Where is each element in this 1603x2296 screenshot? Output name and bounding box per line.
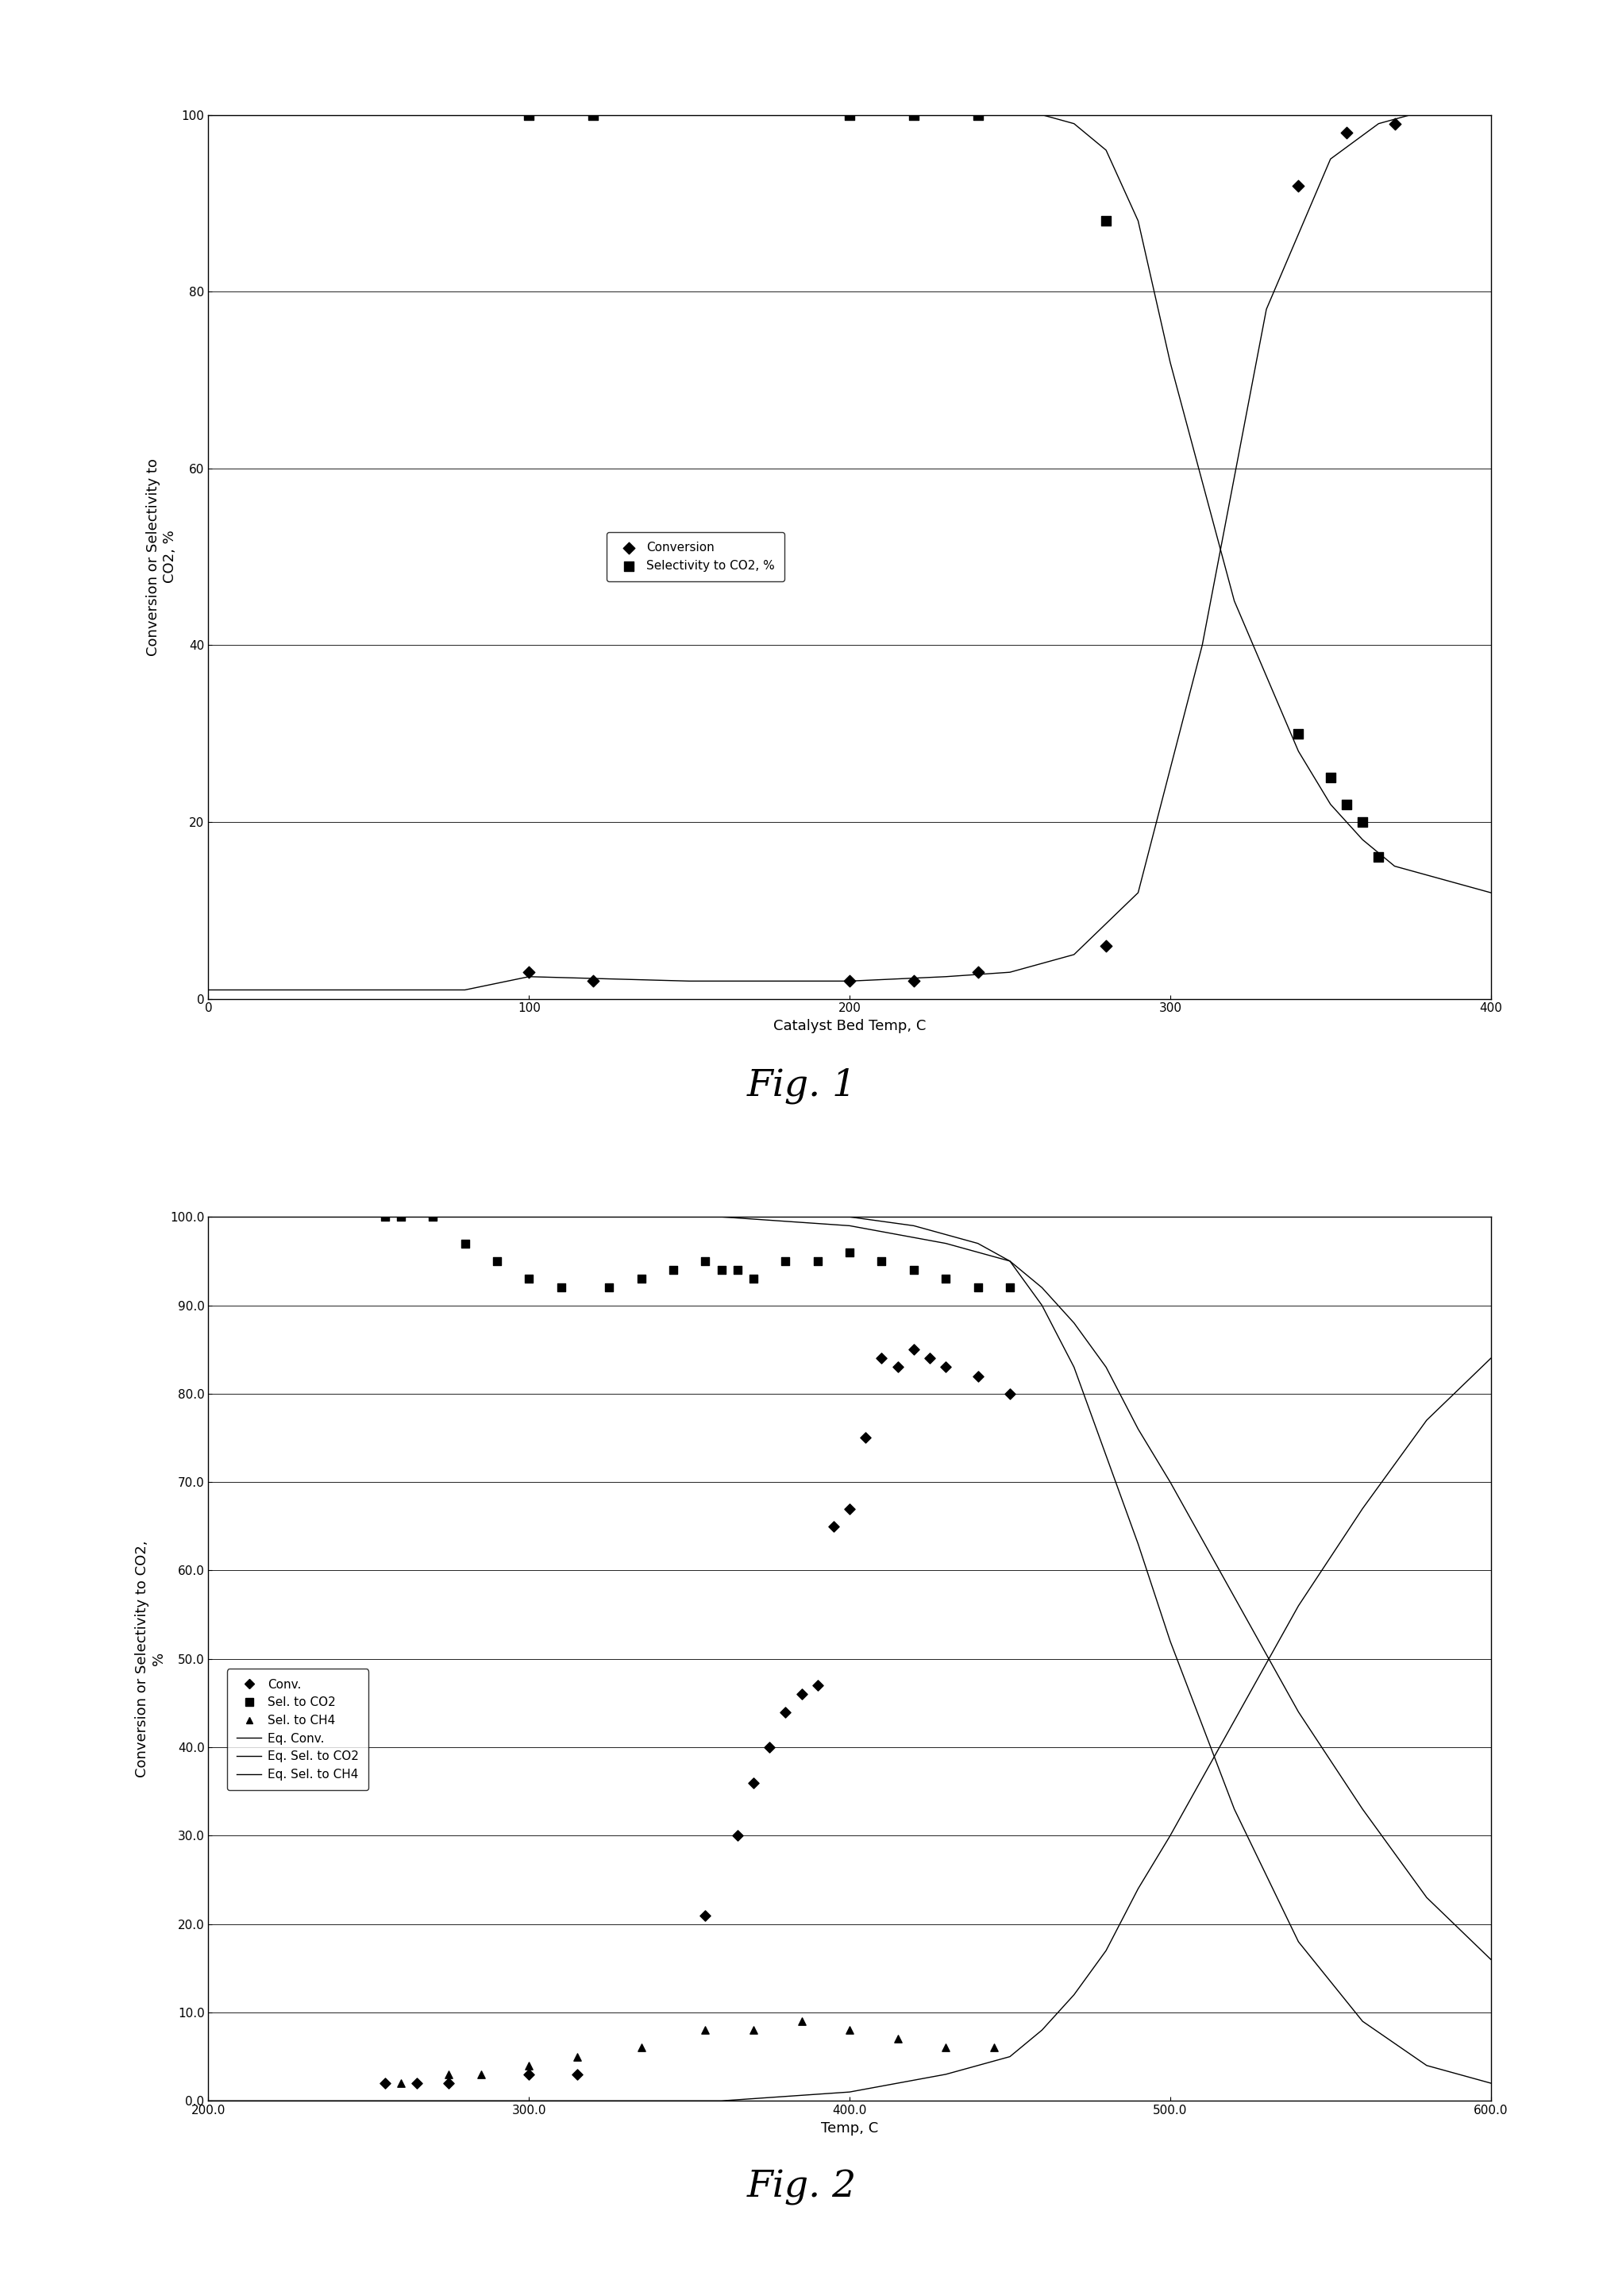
Legend: Conversion, Selectivity to CO2, %: Conversion, Selectivity to CO2, % bbox=[606, 533, 785, 581]
Y-axis label: Conversion or Selectivity to
CO2, %: Conversion or Selectivity to CO2, % bbox=[146, 457, 178, 657]
Point bbox=[516, 1261, 542, 1297]
Point bbox=[741, 2011, 766, 2048]
Point bbox=[789, 1676, 814, 1713]
Point bbox=[709, 1251, 734, 1288]
Selectivity to CO2, % bbox=[901, 96, 927, 133]
Point bbox=[372, 2064, 398, 2101]
Point bbox=[933, 1261, 959, 1297]
Point bbox=[901, 1251, 927, 1288]
Selectivity to CO2, % bbox=[837, 96, 862, 133]
Point bbox=[997, 1375, 1023, 1412]
Conversion bbox=[1334, 115, 1359, 152]
Point bbox=[420, 1199, 446, 1235]
Point bbox=[741, 1763, 766, 1800]
Point bbox=[773, 1242, 798, 1279]
Point bbox=[484, 1242, 510, 1279]
Point bbox=[997, 1270, 1023, 1306]
Text: Fig. 2: Fig. 2 bbox=[747, 2170, 856, 2206]
Point bbox=[901, 1332, 927, 1368]
Point bbox=[885, 1348, 911, 1384]
Point bbox=[596, 1270, 622, 1306]
Selectivity to CO2, % bbox=[1318, 760, 1343, 797]
Point bbox=[885, 2020, 911, 2057]
Conversion bbox=[901, 962, 927, 999]
Point bbox=[692, 1896, 718, 1933]
Point bbox=[692, 1242, 718, 1279]
Selectivity to CO2, % bbox=[580, 96, 606, 133]
Point bbox=[404, 2064, 430, 2101]
Selectivity to CO2, % bbox=[1334, 785, 1359, 822]
Point bbox=[516, 2055, 542, 2092]
Point bbox=[933, 1348, 959, 1384]
Point bbox=[692, 2011, 718, 2048]
X-axis label: Catalyst Bed Temp, C: Catalyst Bed Temp, C bbox=[773, 1019, 927, 1033]
Y-axis label: Conversion or Selectivity to CO2,
%: Conversion or Selectivity to CO2, % bbox=[135, 1541, 165, 1777]
Selectivity to CO2, % bbox=[1350, 804, 1375, 840]
Point bbox=[516, 2048, 542, 2085]
Point bbox=[548, 1270, 574, 1306]
Legend: Conv., Sel. to CO2, Sel. to CH4, Eq. Conv., Eq. Sel. to CO2, Eq. Sel. to CH4: Conv., Sel. to CO2, Sel. to CH4, Eq. Con… bbox=[228, 1669, 369, 1791]
Point bbox=[789, 2002, 814, 2039]
Point bbox=[564, 2055, 590, 2092]
X-axis label: Temp, C: Temp, C bbox=[821, 2122, 878, 2135]
Conversion bbox=[837, 962, 862, 999]
Selectivity to CO2, % bbox=[965, 96, 991, 133]
Point bbox=[436, 2064, 462, 2101]
Point bbox=[853, 1419, 878, 1456]
Point bbox=[725, 1818, 750, 1855]
Selectivity to CO2, % bbox=[1286, 716, 1311, 753]
Point bbox=[917, 1341, 943, 1378]
Point bbox=[837, 1490, 862, 1527]
Selectivity to CO2, % bbox=[1366, 838, 1391, 875]
Point bbox=[805, 1242, 830, 1279]
Conversion bbox=[580, 962, 606, 999]
Point bbox=[757, 1729, 782, 1766]
Point bbox=[981, 2030, 1007, 2066]
Conversion bbox=[965, 953, 991, 990]
Selectivity to CO2, % bbox=[1093, 202, 1119, 239]
Point bbox=[965, 1270, 991, 1306]
Conversion bbox=[1286, 168, 1311, 204]
Point bbox=[821, 1508, 846, 1545]
Point bbox=[660, 1251, 686, 1288]
Point bbox=[869, 1242, 894, 1279]
Point bbox=[725, 1251, 750, 1288]
Point bbox=[628, 2030, 654, 2066]
Point bbox=[805, 1667, 830, 1704]
Point bbox=[773, 1694, 798, 1731]
Point bbox=[869, 1341, 894, 1378]
Point bbox=[452, 1226, 478, 1263]
Point bbox=[933, 2030, 959, 2066]
Point bbox=[372, 1199, 398, 1235]
Point bbox=[741, 1261, 766, 1297]
Point bbox=[468, 2055, 494, 2092]
Point bbox=[837, 2011, 862, 2048]
Point bbox=[965, 1357, 991, 1394]
Selectivity to CO2, % bbox=[516, 96, 542, 133]
Point bbox=[628, 1261, 654, 1297]
Conversion bbox=[516, 953, 542, 990]
Conversion bbox=[1382, 106, 1407, 142]
Point bbox=[564, 2039, 590, 2076]
Point bbox=[436, 2055, 462, 2092]
Point bbox=[388, 1199, 414, 1235]
Conversion bbox=[1093, 928, 1119, 964]
Point bbox=[837, 1233, 862, 1270]
Point bbox=[388, 2064, 414, 2101]
Text: Fig. 1: Fig. 1 bbox=[747, 1068, 856, 1104]
